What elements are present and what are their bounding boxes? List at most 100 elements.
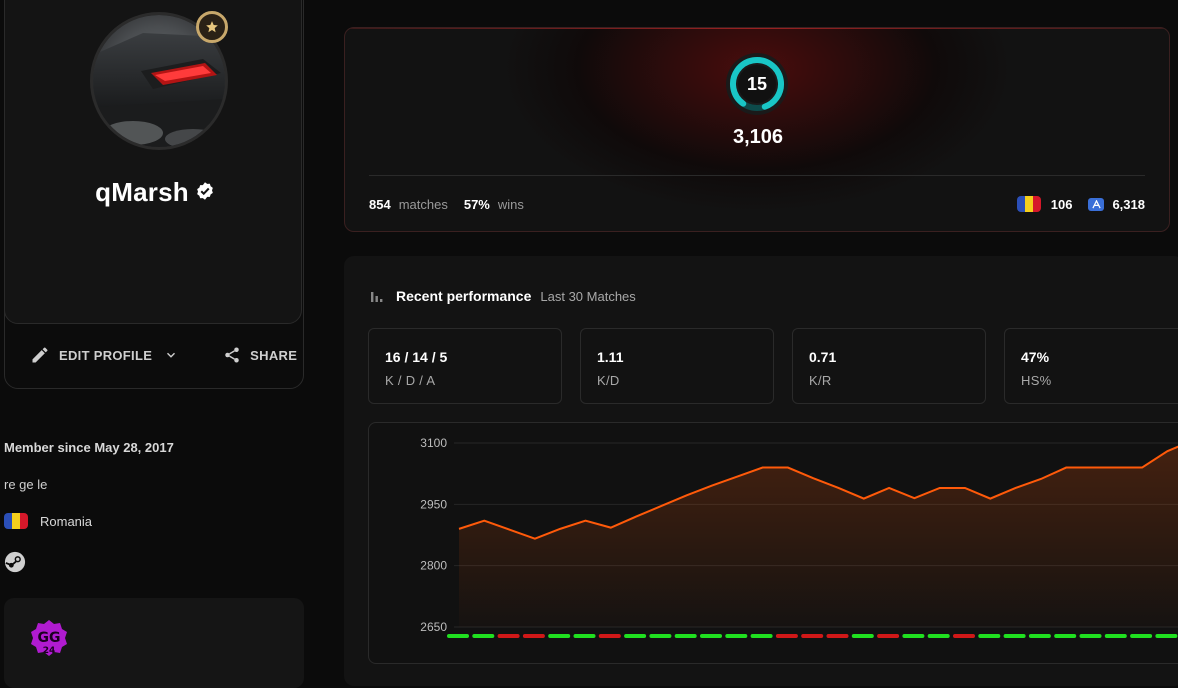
match-result-win[interactable] xyxy=(1028,634,1051,638)
elo-point[interactable] xyxy=(937,485,942,490)
elo-history-chart[interactable]: 3100 2950 2800 2650 xyxy=(368,422,1178,664)
performance-subtitle: Last 30 Matches xyxy=(540,288,636,304)
elo-point[interactable] xyxy=(836,485,841,490)
share-button[interactable]: SHARE xyxy=(223,346,297,364)
elo-point[interactable] xyxy=(1114,465,1119,470)
elo-point[interactable] xyxy=(861,496,866,501)
match-result-win[interactable] xyxy=(548,634,571,638)
match-result-win[interactable] xyxy=(472,634,495,638)
match-result-win[interactable] xyxy=(624,634,647,638)
elo-point[interactable] xyxy=(785,465,790,470)
elo-point[interactable] xyxy=(1089,465,1094,470)
elo-point[interactable] xyxy=(634,514,639,519)
region-rank: 6,318 xyxy=(1112,196,1145,212)
share-icon xyxy=(225,347,239,363)
elo-point[interactable] xyxy=(532,536,537,541)
elo-point[interactable] xyxy=(760,465,765,470)
country: Romania xyxy=(4,513,92,529)
match-result-win[interactable] xyxy=(674,634,697,638)
stat-value: 16 / 14 / 5 xyxy=(385,349,448,365)
match-result-loss[interactable] xyxy=(598,634,621,638)
stat-label: K/R xyxy=(809,373,832,388)
chevron-down-icon xyxy=(167,352,176,358)
match-result-win[interactable] xyxy=(1079,634,1102,638)
edit-profile-button[interactable]: EDIT PROFILE xyxy=(30,345,187,365)
elo-point[interactable] xyxy=(912,496,917,501)
svg-text:24: 24 xyxy=(43,646,56,656)
rankings[interactable]: 106 6,318 xyxy=(1016,196,1145,212)
elo-point[interactable] xyxy=(887,485,892,490)
level-number: 15 xyxy=(746,74,768,94)
profile-actions: EDIT PROFILE SHARE xyxy=(30,345,297,365)
match-result-loss[interactable] xyxy=(877,634,900,638)
partner-card: GG 24 xyxy=(4,598,304,688)
match-result-loss[interactable] xyxy=(522,634,545,638)
match-result-loss[interactable] xyxy=(953,634,975,638)
gg24-logo[interactable]: GG 24 xyxy=(26,618,72,669)
match-result-win[interactable] xyxy=(1130,634,1153,638)
pencil-icon xyxy=(32,347,48,363)
match-result-win[interactable] xyxy=(902,634,925,638)
match-result-win[interactable] xyxy=(1155,634,1178,638)
romania-flag-icon xyxy=(1016,196,1041,212)
match-result-loss[interactable] xyxy=(775,634,798,638)
avatar[interactable] xyxy=(90,12,228,150)
elo-point[interactable] xyxy=(684,493,689,498)
elo-point[interactable] xyxy=(1013,485,1018,490)
elo-point[interactable] xyxy=(1038,476,1043,481)
stat-kr: 0.71 K/R xyxy=(792,328,986,404)
match-result-win[interactable] xyxy=(573,634,596,638)
svg-text:GG: GG xyxy=(38,630,61,646)
match-result-loss[interactable] xyxy=(801,634,824,638)
elo-point[interactable] xyxy=(457,526,462,531)
match-result-win[interactable] xyxy=(700,634,722,638)
country-rank: 106 xyxy=(1050,196,1073,212)
stat-value: 47% xyxy=(1021,349,1050,365)
edit-profile-label: EDIT PROFILE xyxy=(59,347,153,363)
elo-point[interactable] xyxy=(583,518,588,523)
chart-svg: 3100 2950 2800 2650 xyxy=(420,436,1178,638)
elo-point[interactable] xyxy=(710,483,715,488)
elo-point[interactable] xyxy=(608,525,613,530)
elo-point[interactable] xyxy=(659,503,664,508)
stat-kda: 16 / 14 / 5 K / D / A xyxy=(368,328,562,404)
romania-flag-icon xyxy=(4,513,28,529)
match-result-loss[interactable] xyxy=(826,634,849,638)
elo-point[interactable] xyxy=(735,474,740,479)
elo-point[interactable] xyxy=(482,518,487,523)
match-result-win[interactable] xyxy=(927,634,950,638)
elo-point[interactable] xyxy=(1165,449,1170,454)
y-tick-label: 2650 xyxy=(420,620,447,634)
match-result-win[interactable] xyxy=(1003,634,1026,638)
match-result-win[interactable] xyxy=(750,634,773,638)
steam-icon[interactable] xyxy=(4,551,26,578)
level-badge: 15 xyxy=(725,52,789,116)
match-result-win[interactable] xyxy=(851,634,874,638)
bio-text: re ge le xyxy=(4,477,48,492)
stat-value: 0.71 xyxy=(809,349,837,365)
match-result-win[interactable] xyxy=(447,634,469,638)
star-badge-icon xyxy=(196,11,228,43)
match-result-win[interactable] xyxy=(1104,634,1127,638)
match-result-win[interactable] xyxy=(725,634,748,638)
stat-value: 1.11 xyxy=(597,349,624,365)
bar-chart-icon xyxy=(371,292,383,302)
elo-value: 3,106 xyxy=(732,126,784,148)
performance-card: Recent performance Last 30 Matches 16 / … xyxy=(344,256,1178,686)
elo-point[interactable] xyxy=(988,496,993,501)
wins-label: wins xyxy=(497,197,524,212)
match-result-loss[interactable] xyxy=(497,634,520,638)
matches-label: matches xyxy=(398,197,448,212)
divider xyxy=(369,175,1145,176)
match-result-win[interactable] xyxy=(649,634,672,638)
elo-point[interactable] xyxy=(811,476,816,481)
elo-point[interactable] xyxy=(1140,465,1145,470)
match-result-win[interactable] xyxy=(1054,634,1077,638)
elo-point[interactable] xyxy=(963,485,968,490)
username: qMarsh xyxy=(5,177,305,208)
match-result-win[interactable] xyxy=(978,634,1001,638)
elo-point[interactable] xyxy=(558,526,563,531)
elo-point[interactable] xyxy=(507,527,512,532)
elo-point[interactable] xyxy=(1064,465,1069,470)
y-tick-label: 2800 xyxy=(420,559,447,573)
